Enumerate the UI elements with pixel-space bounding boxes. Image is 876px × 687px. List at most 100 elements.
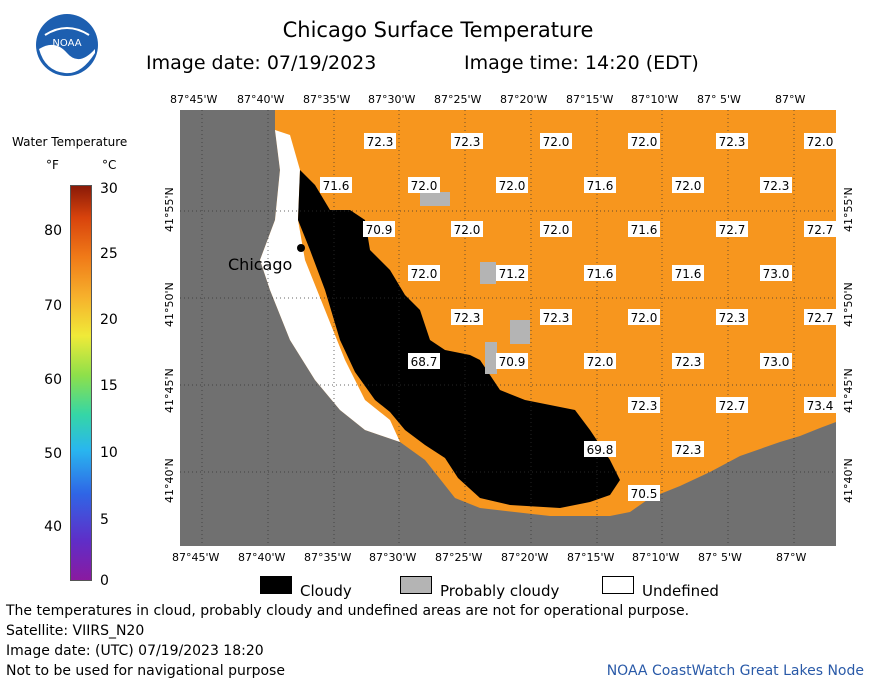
probably-cloudy-areas: [420, 192, 530, 374]
temperature-label-bg: [760, 177, 792, 193]
temperature-label: 73.0: [763, 267, 790, 281]
temperature-label: 71.6: [587, 267, 614, 281]
f-tick: 60: [44, 372, 62, 388]
temperature-label-bg: [584, 353, 616, 369]
temperature-label: 68.7: [411, 355, 438, 369]
temperature-map: Chicago 72.3 72.3 72.0 72.0 72.3 72.0 71.6 72.0…: [180, 110, 836, 550]
temperature-label: 72.0: [499, 179, 526, 193]
temperature-label-bg: [408, 265, 440, 281]
image-time: Image time: 14:20 (EDT): [464, 52, 699, 74]
graticule: [180, 110, 836, 546]
temperature-label: 72.0: [631, 135, 658, 149]
temperature-label: 72.0: [454, 223, 481, 237]
temperature-label: 72.3: [675, 443, 702, 457]
temperature-label-bg: [716, 309, 748, 325]
lat-label-left: 41°45'N: [163, 368, 176, 413]
temperature-label-bg: [628, 133, 660, 149]
temperature-label-bg: [496, 177, 528, 193]
temperature-label: 72.3: [631, 399, 658, 413]
chicago-marker: [297, 244, 305, 252]
temperature-label-bg: [804, 133, 836, 149]
page-title: Chicago Surface Temperature: [282, 18, 594, 42]
temperature-label: 72.7: [807, 223, 834, 237]
c-tick: 10: [100, 445, 118, 461]
f-tick: 50: [44, 446, 62, 462]
temperature-label: 69.8: [587, 443, 614, 457]
temperature-label-bg: [320, 177, 352, 193]
temperature-label-bg: [628, 309, 660, 325]
satellite-note: Satellite: VIIRS_N20: [6, 623, 145, 639]
temperature-label-bg: [628, 397, 660, 413]
c-tick: 5: [100, 512, 109, 528]
temperature-label: 72.7: [807, 311, 834, 325]
probably-cloudy-swatch: [400, 576, 432, 594]
c-tick: 15: [100, 378, 118, 394]
undefined-area: [260, 130, 400, 442]
temperature-label: 72.3: [543, 311, 570, 325]
temperature-label-bg: [672, 177, 704, 193]
temperature-label: 72.0: [807, 135, 834, 149]
map-svg: Chicago 72.3 72.3 72.0 72.0 72.3 72.0 71.6 72.0…: [180, 110, 836, 546]
f-tick: 70: [44, 298, 62, 314]
lat-label-right: 41°45'N: [842, 368, 855, 413]
lat-label-right: 41°40'N: [842, 458, 855, 503]
temperature-label: 71.2: [499, 267, 526, 281]
c-tick: 25: [100, 246, 118, 262]
temperature-label: 72.0: [411, 179, 438, 193]
temperature-label-bg: [584, 265, 616, 281]
lon-label-top: 87°10'W: [631, 93, 679, 106]
temperature-label-bg: [540, 221, 572, 237]
noaa-logo: NOAA: [35, 13, 99, 77]
f-tick: 40: [44, 519, 62, 535]
lat-label-left: 41°40'N: [163, 458, 176, 503]
temperature-label-bg: [364, 133, 396, 149]
lon-label-bottom: 87°15'W: [567, 551, 615, 564]
lon-label-bottom: 87°30'W: [369, 551, 417, 564]
temperature-label-bg: [716, 397, 748, 413]
legend-title: Water Temperature: [12, 135, 128, 149]
temperature-label: 72.3: [367, 135, 394, 149]
temperature-labels: 72.3 72.3 72.0 72.0 72.3 72.0 71.6 72.0 72.0 71.6…: [320, 133, 836, 501]
temperature-label-bg: [804, 309, 836, 325]
temperature-label: 72.0: [543, 223, 570, 237]
lon-label-bottom: 87°20'W: [501, 551, 549, 564]
temperature-label-bg: [496, 265, 528, 281]
temperature-label-bg: [628, 485, 660, 501]
lon-label-top: 87°25'W: [434, 93, 482, 106]
color-scale-bar: [70, 185, 92, 581]
c-tick: 20: [100, 312, 118, 328]
temperature-label-bg: [716, 133, 748, 149]
temperature-label: 71.6: [587, 179, 614, 193]
temperature-label-bg: [451, 133, 483, 149]
temperature-label: 72.3: [675, 355, 702, 369]
temperature-label-bg: [408, 177, 440, 193]
city-label-chicago: Chicago: [228, 255, 292, 274]
temperature-label-bg: [716, 221, 748, 237]
temperature-label: 72.0: [631, 311, 658, 325]
temperature-label: 72.0: [587, 355, 614, 369]
temperature-label: 73.0: [763, 355, 790, 369]
temperature-label-bg: [540, 309, 572, 325]
temperature-label-bg: [540, 133, 572, 149]
temperature-label: 72.3: [454, 311, 481, 325]
temperature-label: 72.7: [719, 399, 746, 413]
temperature-label: 72.0: [411, 267, 438, 281]
temperature-label: 70.9: [499, 355, 526, 369]
lon-label-bottom: 87°40'W: [238, 551, 286, 564]
c-tick: 0: [100, 573, 109, 589]
lon-label-top: 87°45'W: [170, 93, 218, 106]
lon-label-bottom: 87°W: [776, 551, 807, 564]
temperature-label-bg: [672, 353, 704, 369]
lon-label-top: 87°15'W: [566, 93, 614, 106]
undefined-swatch: [602, 576, 634, 594]
cloudy-swatch: [260, 576, 292, 594]
temperature-label-bg: [760, 353, 792, 369]
undefined-label: Undefined: [642, 582, 719, 600]
temperature-label-bg: [496, 353, 528, 369]
cloud-area: [298, 170, 620, 508]
lat-label-left: 41°55'N: [163, 187, 176, 232]
temperature-label: 72.3: [719, 135, 746, 149]
temperature-label: 72.3: [719, 311, 746, 325]
temperature-label: 72.0: [675, 179, 702, 193]
lat-label-right: 41°55'N: [842, 187, 855, 232]
